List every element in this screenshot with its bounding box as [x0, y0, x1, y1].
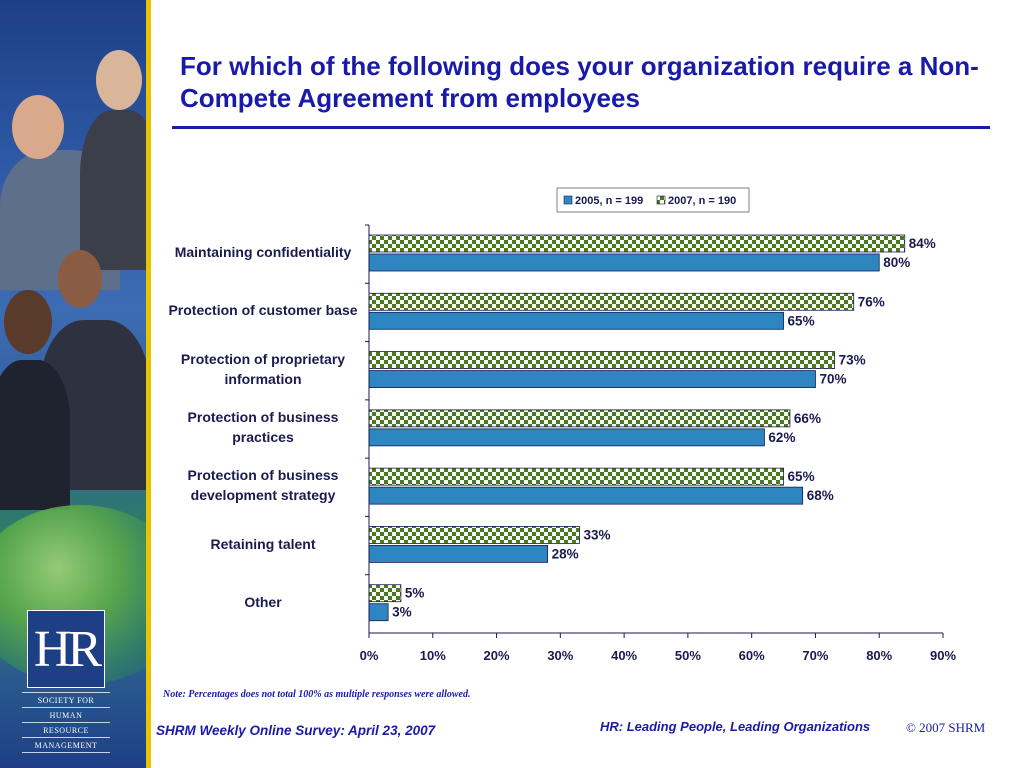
bar-2005	[368, 428, 765, 447]
category-label-line: Retaining talent	[210, 535, 316, 552]
category-label: Protection of customer base	[166, 300, 360, 320]
x-tick-label: 80%	[866, 648, 892, 663]
bar-2005	[368, 311, 784, 330]
category-label: Other	[166, 592, 360, 612]
decorative-side-panel: HR SOCIETY FOR HUMAN RESOURCE MANAGEMENT	[0, 0, 146, 768]
chart-legend: 2005, n = 199 2007, n = 190	[556, 187, 750, 213]
accent-stripe	[146, 0, 151, 768]
category-label: Retaining talent	[166, 534, 360, 554]
logo-word: MANAGEMENT	[22, 737, 110, 753]
bar-2007	[368, 526, 580, 544]
bar-2007	[368, 584, 402, 603]
data-label-2007: 5%	[405, 586, 425, 601]
legend-swatch-2007	[656, 195, 666, 205]
shrm-logo-text: SOCIETY FOR HUMAN RESOURCE MANAGEMENT	[22, 692, 110, 753]
person-silhouette	[80, 110, 146, 270]
person-silhouette	[0, 360, 70, 510]
x-tick-label: 30%	[547, 648, 573, 663]
bar-2007	[368, 351, 835, 369]
category-label-line: practices	[232, 429, 294, 445]
tagline: HR: Leading People, Leading Organization…	[600, 719, 871, 734]
bar-2007	[368, 467, 784, 486]
person-silhouette	[96, 50, 142, 110]
bar-2005	[368, 370, 816, 388]
data-label-2005: 80%	[883, 255, 910, 270]
category-label: Protection of business development strate…	[166, 465, 360, 505]
survey-source: SHRM Weekly Online Survey: April 23, 200…	[156, 723, 436, 738]
bar-2007	[368, 234, 906, 253]
legend-label-2007: 2007, n = 190	[668, 195, 736, 207]
x-tick-label: 0%	[360, 648, 379, 663]
chart-axes: 0% 10% 20% 30% 40% 50% 60% 70% 80% 90%	[360, 224, 956, 663]
x-tick-label: 10%	[420, 648, 446, 663]
hr-logo: HR	[27, 610, 105, 688]
data-label-2007: 65%	[788, 469, 815, 484]
bar-2005	[368, 603, 389, 622]
x-tick-label: 60%	[739, 648, 765, 663]
category-label-line: information	[224, 370, 302, 387]
copyright: © 2007 SHRM	[906, 720, 986, 735]
person-silhouette	[4, 290, 52, 354]
bar-group: 84% 80% 76% 65% 73% 70% 66% 62% 65% 68% 33% 28% 5% 3%	[368, 234, 936, 622]
person-silhouette	[58, 250, 102, 308]
legend-label-2005: 2005, n = 199	[575, 195, 643, 207]
x-tick-label: 50%	[675, 648, 701, 663]
x-tick-label: 20%	[484, 648, 510, 663]
data-label-2005: 62%	[768, 430, 795, 445]
legend-swatch-2005	[563, 195, 573, 205]
data-label-2007: 76%	[858, 294, 885, 309]
category-label-line: Protection of business	[187, 409, 339, 425]
x-tick-label: 90%	[930, 648, 956, 663]
category-label: Maintaining confidentiality	[166, 242, 360, 262]
logo-word: SOCIETY FOR	[22, 692, 110, 707]
data-label-2007: 33%	[583, 527, 610, 542]
slide-title: For which of the following does your org…	[180, 51, 979, 113]
data-label-2007: 66%	[794, 411, 821, 426]
data-label-2005: 28%	[552, 546, 579, 561]
category-label-line: Protection of business	[187, 467, 339, 484]
logo-word: HUMAN	[22, 707, 110, 722]
data-label-2005: 68%	[807, 488, 834, 503]
logo-word: RESOURCE	[22, 722, 110, 737]
footnote: Note: Percentages does not total 100% as…	[163, 689, 471, 700]
x-tick-label: 70%	[802, 648, 828, 663]
x-tick-label: 40%	[611, 648, 637, 663]
bar-2005	[368, 545, 548, 563]
data-label-2007: 84%	[909, 236, 936, 251]
category-label: Protection of proprietary information	[166, 349, 360, 389]
person-silhouette	[12, 95, 64, 159]
data-label-2005: 70%	[819, 372, 846, 387]
category-label: Protection of business practices	[166, 407, 360, 447]
bar-2007	[368, 292, 855, 311]
data-label-2005: 65%	[788, 313, 815, 328]
data-label-2005: 3%	[392, 605, 412, 620]
category-label-line: Maintaining confidentiality	[174, 244, 352, 261]
bar-2007	[368, 409, 791, 428]
category-label-line: Other	[244, 593, 282, 610]
bar-2005	[368, 253, 880, 272]
legend-box	[556, 187, 750, 213]
title-underline	[172, 126, 990, 129]
data-label-2007: 73%	[839, 353, 866, 368]
bar-2005	[368, 486, 804, 505]
category-label-line: Protection of customer base	[168, 302, 358, 319]
category-label-line: Protection of proprietary	[180, 350, 346, 367]
category-label-line: development strategy	[190, 487, 336, 504]
